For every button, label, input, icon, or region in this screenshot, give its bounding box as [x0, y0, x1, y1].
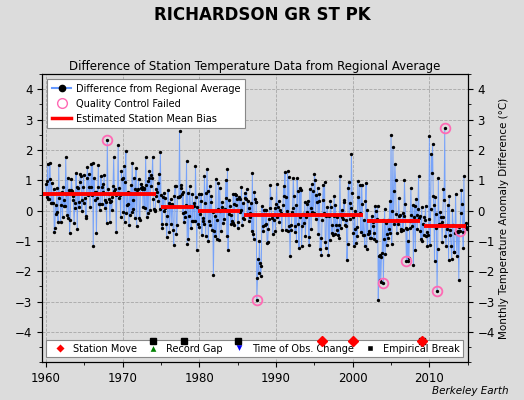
Text: RICHARDSON GR ST PK: RICHARDSON GR ST PK	[154, 6, 370, 24]
Y-axis label: Monthly Temperature Anomaly Difference (°C): Monthly Temperature Anomaly Difference (…	[499, 98, 509, 339]
Text: Berkeley Earth: Berkeley Earth	[432, 386, 508, 396]
Title: Difference of Station Temperature Data from Regional Average: Difference of Station Temperature Data f…	[69, 60, 441, 73]
Legend: Station Move, Record Gap, Time of Obs. Change, Empirical Break: Station Move, Record Gap, Time of Obs. C…	[47, 340, 463, 358]
